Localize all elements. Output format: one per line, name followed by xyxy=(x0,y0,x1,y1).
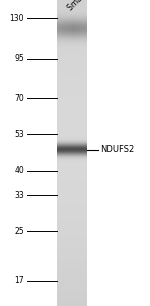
Text: 95: 95 xyxy=(14,54,24,63)
Text: 17: 17 xyxy=(14,276,24,285)
Text: 40: 40 xyxy=(14,166,24,175)
Text: 25: 25 xyxy=(14,227,24,236)
Text: Small intestine: Small intestine xyxy=(66,0,113,12)
Text: 130: 130 xyxy=(9,14,24,23)
Text: 53: 53 xyxy=(14,130,24,139)
Text: NDUFS2: NDUFS2 xyxy=(100,145,135,154)
Text: 70: 70 xyxy=(14,94,24,103)
Text: 33: 33 xyxy=(14,191,24,200)
